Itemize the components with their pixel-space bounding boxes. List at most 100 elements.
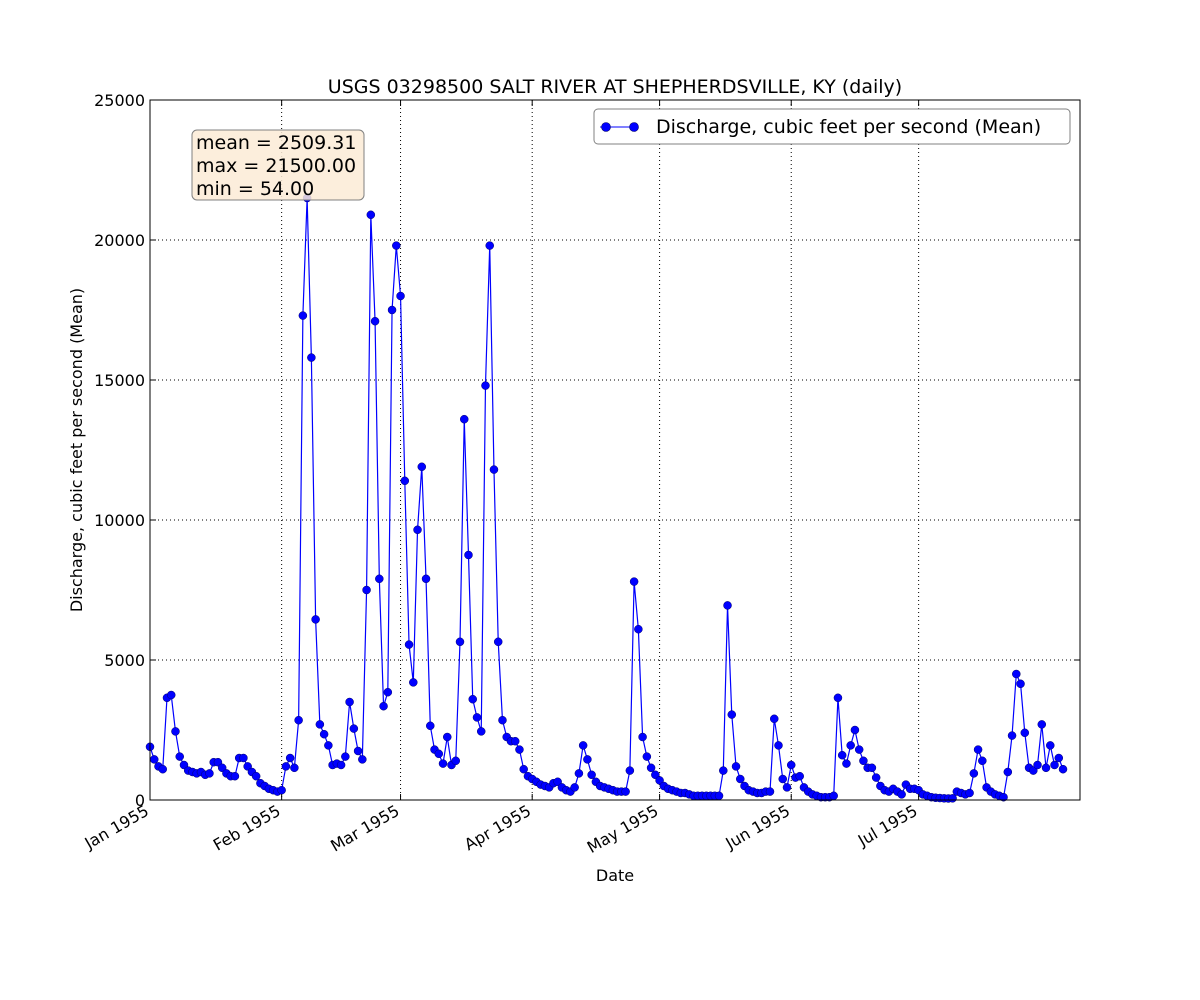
data-point	[485, 241, 494, 250]
data-point	[833, 693, 843, 703]
data-point	[150, 755, 159, 764]
y-tick-label: 5000	[104, 651, 145, 670]
data-point	[294, 715, 303, 725]
data-point	[1020, 728, 1030, 738]
data-point	[965, 788, 974, 798]
data-point	[829, 791, 838, 801]
data-point	[727, 710, 737, 719]
stats-max: max = 21500.00	[196, 155, 356, 177]
data-point	[409, 678, 418, 687]
data-point	[871, 773, 881, 782]
y-tick-label: 25000	[94, 91, 145, 110]
data-point	[481, 381, 490, 390]
plot-frame	[149, 99, 1081, 801]
y-tick-label: 15000	[94, 371, 145, 390]
data-point	[621, 787, 630, 796]
data-point	[358, 755, 367, 764]
data-point	[774, 741, 783, 750]
data-point	[315, 720, 325, 729]
data-point	[778, 774, 787, 784]
data-point	[1012, 669, 1021, 679]
data-point	[1007, 731, 1017, 740]
data-point	[175, 752, 184, 761]
data-point	[379, 701, 388, 711]
data-point	[387, 305, 397, 315]
data-point	[413, 525, 422, 535]
data-point	[510, 736, 520, 746]
data-point	[642, 752, 652, 761]
data-point	[171, 727, 180, 736]
data-point	[464, 550, 473, 560]
data-point	[1016, 679, 1025, 689]
data-point	[476, 727, 486, 736]
data-point	[349, 724, 359, 733]
data-point	[285, 753, 295, 763]
data-point	[854, 745, 864, 754]
data-point	[345, 697, 354, 707]
data-point	[736, 774, 745, 784]
data-point	[311, 615, 320, 624]
data-point	[396, 291, 405, 301]
x-axis-label: Date	[596, 866, 634, 885]
data-point	[251, 771, 261, 781]
legend-label: Discharge, cubic feet per second (Mean)	[656, 116, 1041, 138]
data-point	[731, 762, 741, 771]
data-point	[383, 687, 393, 697]
data-point	[765, 787, 775, 796]
data-point	[978, 756, 987, 766]
data-point	[795, 771, 804, 781]
legend-marker	[601, 122, 611, 132]
data-point	[158, 764, 167, 774]
data-point	[400, 476, 410, 486]
data-point	[455, 637, 465, 647]
data-point	[426, 721, 435, 731]
data-point	[404, 640, 414, 649]
data-point	[341, 752, 350, 761]
data-point	[719, 766, 728, 775]
data-point	[443, 732, 452, 742]
data-point	[515, 745, 524, 754]
data-point	[629, 577, 639, 586]
data-point	[583, 755, 592, 764]
data-point	[714, 791, 724, 801]
data-point	[1058, 764, 1068, 774]
data-point	[999, 792, 1008, 802]
data-point	[519, 764, 528, 774]
data-point	[973, 745, 983, 754]
data-point	[782, 783, 792, 792]
chart-title: USGS 03298500 SALT RIVER AT SHEPHERDSVIL…	[328, 76, 902, 98]
data-point	[897, 790, 906, 799]
data-point	[846, 741, 855, 750]
data-point	[460, 414, 469, 424]
data-point	[370, 316, 380, 326]
data-point	[574, 769, 584, 778]
y-axis-label: Discharge, cubic feet per second (Mean)	[67, 288, 86, 612]
data-point	[723, 601, 732, 610]
data-point	[969, 769, 979, 778]
data-point	[638, 732, 647, 742]
data-point	[239, 753, 248, 763]
data-point	[489, 465, 499, 474]
data-point	[468, 694, 477, 704]
legend-box	[593, 108, 1071, 145]
data-point	[375, 574, 384, 584]
legend-marker	[629, 122, 639, 132]
stats-mean: mean = 2509.31	[196, 132, 356, 154]
data-point	[205, 769, 214, 778]
data-point	[570, 783, 579, 792]
data-point	[451, 756, 460, 766]
legend: Discharge, cubic feet per second (Mean)	[593, 108, 1071, 145]
data-point	[298, 311, 308, 320]
data-point	[277, 785, 286, 795]
data-point	[625, 766, 635, 775]
data-point	[362, 585, 371, 595]
data-point	[859, 756, 868, 766]
data-point	[392, 241, 401, 250]
data-point	[1050, 760, 1059, 770]
data-point	[1003, 767, 1013, 777]
stats-min: min = 54.00	[196, 178, 314, 200]
y-tick-label: 10000	[94, 511, 145, 530]
data-point	[1033, 760, 1042, 770]
data-point	[166, 690, 176, 700]
